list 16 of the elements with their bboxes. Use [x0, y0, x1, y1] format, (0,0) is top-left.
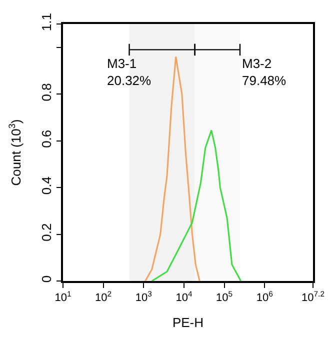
y-tick-label: 0.8: [39, 83, 54, 102]
y-tick-label: 1.1: [39, 13, 54, 32]
y-tick-label: 0.6: [39, 130, 54, 148]
y-tick-label: 0.4: [39, 176, 54, 195]
x-tick-label: 10$^{7.2}$: [302, 289, 324, 304]
x-axis-title: PE-H: [172, 315, 204, 330]
x-tick-label: 10$^{5}$: [216, 289, 233, 304]
x-tick-label: 10$^{3}$: [135, 289, 152, 304]
y-tick-label: 0: [39, 275, 54, 283]
x-tick-label: 10$^{6}$: [256, 289, 273, 304]
x-tick-label: 10$^{1}$: [54, 289, 72, 304]
x-tick-label: 10$^{2}$: [95, 289, 112, 304]
x-tick-label: 10$^{4}$: [176, 289, 193, 304]
y-tick-label: 0.2: [39, 223, 54, 242]
band-label: M3-1 20.32%: [107, 56, 152, 88]
band-label: M3-2 79.48%: [242, 56, 287, 88]
